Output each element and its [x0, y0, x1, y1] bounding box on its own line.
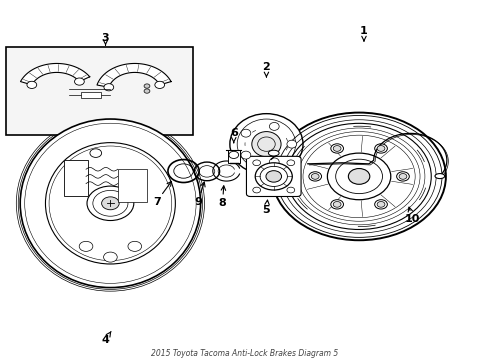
Text: 7: 7 — [153, 197, 160, 207]
Circle shape — [376, 145, 384, 151]
Polygon shape — [20, 63, 89, 85]
Circle shape — [286, 160, 294, 166]
Text: 10: 10 — [404, 215, 420, 224]
Ellipse shape — [16, 116, 204, 291]
Circle shape — [396, 172, 408, 181]
Ellipse shape — [241, 129, 250, 137]
Circle shape — [332, 202, 340, 207]
Circle shape — [374, 200, 386, 209]
Circle shape — [330, 200, 343, 209]
Circle shape — [398, 174, 406, 179]
Circle shape — [90, 149, 102, 157]
Circle shape — [128, 241, 142, 251]
Ellipse shape — [268, 150, 279, 156]
Circle shape — [272, 113, 445, 240]
Circle shape — [311, 174, 319, 179]
Ellipse shape — [229, 114, 303, 175]
Circle shape — [74, 78, 84, 85]
FancyBboxPatch shape — [246, 156, 301, 197]
FancyBboxPatch shape — [64, 160, 88, 196]
Text: 3: 3 — [102, 33, 109, 43]
Circle shape — [347, 168, 369, 184]
Circle shape — [374, 144, 386, 153]
Text: 8: 8 — [218, 198, 226, 208]
Circle shape — [255, 163, 292, 190]
Ellipse shape — [269, 122, 279, 130]
Text: 4: 4 — [102, 334, 109, 345]
Text: 1: 1 — [359, 26, 367, 36]
Text: 2015 Toyota Tacoma Anti-Lock Brakes Diagram 5: 2015 Toyota Tacoma Anti-Lock Brakes Diag… — [151, 348, 337, 357]
Text: 9: 9 — [194, 197, 202, 207]
Circle shape — [144, 89, 150, 93]
Circle shape — [252, 160, 260, 166]
Circle shape — [308, 172, 321, 181]
Circle shape — [103, 252, 117, 262]
Circle shape — [155, 81, 164, 89]
Polygon shape — [97, 63, 171, 87]
FancyBboxPatch shape — [5, 47, 193, 135]
Circle shape — [376, 202, 384, 207]
Circle shape — [27, 81, 37, 89]
Text: 5: 5 — [262, 206, 270, 216]
Circle shape — [252, 187, 260, 193]
Circle shape — [332, 145, 340, 151]
Ellipse shape — [286, 140, 296, 148]
Circle shape — [286, 187, 294, 193]
Ellipse shape — [251, 132, 281, 157]
Ellipse shape — [434, 174, 444, 179]
Circle shape — [79, 241, 93, 251]
Ellipse shape — [18, 117, 202, 289]
Circle shape — [102, 197, 119, 210]
FancyBboxPatch shape — [227, 150, 239, 163]
Ellipse shape — [269, 158, 279, 166]
Text: 6: 6 — [229, 129, 237, 138]
Circle shape — [265, 171, 281, 182]
Circle shape — [330, 144, 343, 153]
FancyBboxPatch shape — [81, 92, 101, 98]
Polygon shape — [212, 161, 239, 181]
FancyBboxPatch shape — [118, 169, 147, 202]
Circle shape — [144, 84, 150, 88]
Text: 2: 2 — [262, 62, 270, 72]
Ellipse shape — [20, 119, 200, 288]
Ellipse shape — [241, 151, 250, 159]
Circle shape — [104, 84, 113, 91]
